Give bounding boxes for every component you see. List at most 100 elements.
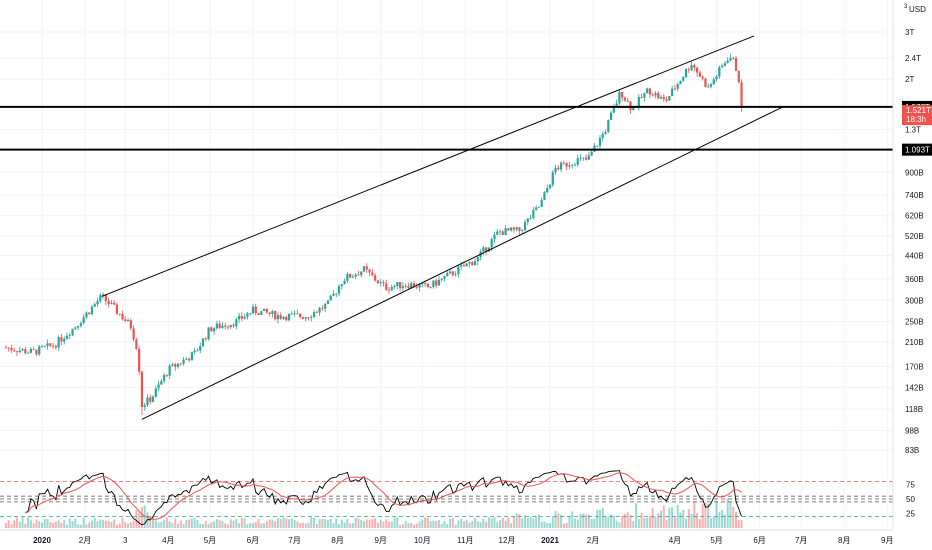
- candle-body: [371, 272, 374, 276]
- candle-body: [621, 92, 624, 98]
- candle-body: [671, 88, 674, 97]
- candle-body: [729, 57, 732, 61]
- candle-body: [482, 247, 485, 252]
- candle-body: [157, 384, 160, 389]
- price-axis[interactable]: 3 USD 3T 2.4T 2T 1.3T 900B 740B 620B 520B 440B 36…: [892, 0, 932, 530]
- volume-bar: [41, 522, 43, 528]
- candle-body: [40, 346, 44, 348]
- volume-bar: [13, 520, 16, 528]
- candle-body: [265, 308, 268, 313]
- volume-bar: [140, 507, 143, 528]
- volume-bar: [610, 514, 613, 528]
- volume-bar: [196, 519, 199, 528]
- candle-body: [432, 280, 435, 288]
- volume-bar: [562, 523, 565, 528]
- volume-bar: [660, 510, 663, 528]
- candle-body: [237, 315, 241, 320]
- candle-body: [368, 269, 371, 273]
- volume-bar: [399, 524, 402, 528]
- x-tick-label: 7月: [795, 536, 807, 545]
- x-tick-labels: 2020 2月 3 4月 5月 6月 7月 8月 9月 10月 11月 12月 2021 2月 4月 5月 6月…: [33, 536, 893, 545]
- candle-body: [548, 184, 552, 189]
- candle-body: [421, 283, 424, 285]
- volume-bar: [177, 523, 180, 528]
- volume-bar: [115, 524, 118, 528]
- candle-body: [737, 70, 740, 83]
- candle-body: [515, 227, 518, 230]
- volume-bar: [154, 520, 157, 528]
- volume-bar: [293, 520, 296, 528]
- volume-bar: [52, 522, 55, 528]
- candle-body: [346, 273, 349, 281]
- candle-body: [440, 278, 443, 280]
- candle-body: [443, 276, 446, 279]
- volume-bar: [110, 522, 113, 528]
- volume-bar: [271, 519, 274, 528]
- volume-bar: [682, 509, 685, 528]
- candle-body: [637, 96, 640, 107]
- volume-bar: [376, 522, 379, 528]
- candle-body: [185, 358, 188, 360]
- candle-body: [215, 323, 218, 329]
- candle-body: [18, 350, 21, 353]
- volume-bar: [85, 524, 88, 528]
- volume-bar: [90, 520, 93, 528]
- candle-body: [301, 317, 305, 319]
- candle-body: [385, 283, 388, 290]
- volume-bar: [160, 521, 163, 528]
- candle-body: [96, 301, 99, 305]
- candle-body: [690, 65, 693, 71]
- y-tick-labels: 3T 2.4T 2T 1.3T 900B 740B 620B 520B 440B 360B 300B…: [905, 28, 924, 455]
- candle-body: [43, 346, 46, 347]
- horizontal-levels[interactable]: [0, 105, 893, 151]
- y-tick-label: 740B: [905, 191, 924, 200]
- candle-body: [57, 337, 60, 348]
- volume-bar: [524, 515, 527, 528]
- candle-body: [218, 323, 221, 329]
- volume-bar: [118, 523, 121, 528]
- candle-body: [46, 343, 49, 347]
- candle-body: [279, 315, 282, 319]
- volume-bar: [651, 508, 654, 528]
- candle-body: [401, 286, 404, 289]
- candle-body: [4, 347, 8, 349]
- volume-bar: [193, 517, 196, 528]
- time-axis[interactable]: 2020 2月 3 4月 5月 6月 7月 8月 9月 10月 11月 12月 2021 2月 4月 5月 6月…: [0, 529, 894, 545]
- candle-body: [554, 167, 557, 173]
- candle-body: [226, 326, 230, 328]
- candle-body: [465, 263, 468, 267]
- volume-bar: [465, 520, 468, 528]
- volume-bar: [10, 524, 13, 528]
- volume-bar: [460, 518, 463, 528]
- volume-bar: [612, 515, 615, 528]
- volume-bar: [585, 514, 588, 528]
- candle-body: [665, 99, 668, 101]
- volume-bar: [60, 522, 63, 528]
- candle-body: [163, 374, 166, 382]
- candle-body: [512, 227, 516, 230]
- candle-body: [723, 63, 726, 66]
- candle-body: [74, 327, 77, 329]
- volume-bar: [243, 518, 246, 528]
- volume-bar: [665, 520, 668, 528]
- volume-bar: [343, 522, 346, 528]
- candle-body: [404, 285, 407, 287]
- y-tick-label: 2.4T: [905, 54, 921, 63]
- volume-bar: [249, 523, 252, 528]
- candle-body: [471, 262, 474, 266]
- volume-bar: [135, 509, 138, 528]
- candle-body: [623, 97, 627, 101]
- volume-bar: [407, 523, 410, 528]
- volume-bar: [598, 509, 601, 528]
- volume-bar: [643, 518, 646, 528]
- candle-body: [487, 247, 491, 252]
- candle-body: [640, 96, 643, 98]
- candle-body: [121, 313, 124, 320]
- candle-body: [315, 312, 318, 313]
- candle-body: [704, 78, 707, 88]
- volume-bar: [401, 524, 404, 528]
- trend-channel[interactable]: [101, 35, 783, 420]
- volume-bar: [718, 512, 721, 528]
- x-tick-label: 8月: [838, 536, 850, 545]
